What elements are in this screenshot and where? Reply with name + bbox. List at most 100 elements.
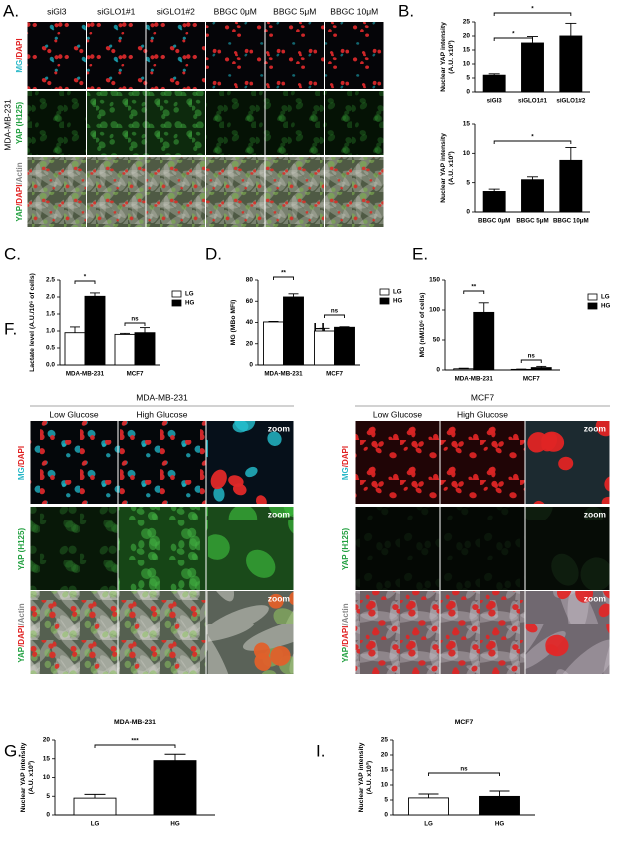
- panel-title: MDA-MB-231: [136, 392, 188, 402]
- y-tick-label: 80: [246, 277, 254, 284]
- bar: [479, 795, 520, 816]
- x-tick-label: MCF7: [523, 376, 540, 383]
- row-label: MG/DAPI: [17, 446, 26, 480]
- bar: [453, 368, 475, 371]
- significance-label: **: [471, 284, 476, 291]
- x-tick-label: MCF7: [326, 371, 343, 378]
- y-axis-label: Lactate level (A.U./10⁶ of cells): [29, 273, 36, 372]
- micrograph: [27, 157, 86, 227]
- y-tick-label: 10: [463, 150, 471, 157]
- y-tick-label: 20: [381, 752, 389, 759]
- column-label: High Glucose: [136, 409, 187, 419]
- row-label-part: /Actin: [17, 603, 26, 625]
- row-label: YAP/DAPI/Actin: [341, 603, 350, 662]
- legend-swatch: [379, 288, 390, 296]
- micrograph: [265, 91, 324, 155]
- row-label-part: /DAPI: [15, 38, 24, 59]
- legend-label: LG: [393, 289, 402, 296]
- significance-bracket: [324, 314, 345, 318]
- x-tick-label: siGLO1#1: [518, 98, 547, 105]
- significance-label: ns: [528, 353, 536, 360]
- x-tick-label: MDA-MB-231: [455, 376, 494, 383]
- y-tick-label: 0.0: [46, 362, 55, 369]
- x-tick-label: HG: [495, 821, 504, 828]
- y-tick-label: 10: [43, 774, 51, 781]
- legend-swatch: [171, 299, 182, 307]
- y-tick-label: 15: [463, 121, 471, 128]
- significance-bracket: [94, 744, 176, 748]
- legend-label: HG: [393, 298, 402, 305]
- bar: [73, 797, 117, 816]
- y-tick-label: 0: [46, 812, 50, 819]
- legend-label: LG: [185, 291, 194, 298]
- row-label-part: YAP: [15, 205, 24, 221]
- column-label: Low Glucose: [373, 409, 422, 419]
- significance-bracket: [493, 12, 572, 16]
- row-label-part: MG: [341, 467, 350, 480]
- x-tick-label: LG: [91, 821, 100, 828]
- micrograph: [27, 91, 86, 155]
- panel-letter: I.: [316, 741, 325, 760]
- row-label-part: YAP (H125): [341, 528, 350, 571]
- micrograph: [265, 157, 324, 227]
- bar: [314, 330, 335, 366]
- y-tick-label: 0: [466, 209, 470, 216]
- y-tick-label: 25: [381, 737, 389, 744]
- x-tick-label: HG: [170, 821, 179, 828]
- bar: [134, 332, 156, 366]
- row-label-part: /DAPI: [17, 446, 26, 467]
- y-tick-label: 60: [246, 298, 254, 305]
- y-tick-label: 0: [249, 362, 253, 369]
- y-tick-label: 1.5: [46, 311, 55, 318]
- row-label: YAP/DAPI/Actin: [15, 162, 24, 221]
- panel-letter: B.: [398, 1, 414, 20]
- row-label-part: MG: [17, 467, 26, 480]
- x-tick-label: BBGC 0μM: [478, 218, 510, 225]
- y-axis-label: Nuclear YAP intensity: [440, 133, 447, 203]
- significance-bracket: [493, 140, 572, 144]
- row-label-part: YAP (H125): [17, 528, 26, 571]
- micrograph: [206, 157, 265, 227]
- significance-label: *: [531, 134, 534, 141]
- panel-letter: A.: [3, 1, 19, 20]
- micrograph: [440, 421, 525, 504]
- y-tick-label: 15: [43, 755, 51, 762]
- column-label: siGl3: [47, 6, 67, 16]
- column-label: siGLO1#1: [97, 6, 136, 16]
- legend-swatch: [171, 290, 182, 298]
- y-tick-label: 0: [384, 812, 388, 819]
- significance-label: ns: [131, 316, 139, 323]
- micrograph: [440, 591, 525, 674]
- micrograph: [30, 507, 118, 590]
- y-tick-label: 15: [381, 767, 389, 774]
- y-tick-label: 20: [43, 737, 51, 744]
- zoom-label: zoom: [584, 423, 607, 433]
- bar: [559, 35, 583, 93]
- row-label: YAP (H125): [17, 528, 26, 571]
- bar: [559, 159, 583, 213]
- significance-bracket: [463, 290, 485, 294]
- bar: [283, 296, 304, 366]
- row-label-part: YAP: [341, 646, 350, 662]
- y-tick-label: 25: [463, 19, 471, 26]
- y-tick-label: 50: [433, 337, 441, 344]
- row-label: YAP/DAPI/Actin: [17, 603, 26, 662]
- row-label: MG/DAPI: [341, 446, 350, 480]
- row-label-part: YAP: [17, 646, 26, 662]
- column-label: High Glucose: [457, 409, 508, 419]
- y-tick-label: 0: [466, 89, 470, 96]
- x-tick-label: BBGC 5μM: [516, 218, 548, 225]
- column-label: BBGC 5μM: [273, 6, 316, 16]
- row-label: YAP (H125): [341, 528, 350, 571]
- micrograph: [30, 421, 118, 504]
- chart-title: MCF7: [455, 719, 474, 726]
- row-label: YAP (H125): [15, 102, 24, 145]
- significance-label: **: [281, 270, 286, 277]
- legend-swatch: [379, 297, 390, 305]
- micrograph: [87, 22, 146, 89]
- y-axis-label: (A.U. x10³): [448, 151, 455, 185]
- y-tick-label: 40: [246, 319, 254, 326]
- bar: [84, 295, 106, 366]
- micrograph: [265, 22, 324, 89]
- y-axis-label: Nuclear YAP intensity: [358, 742, 365, 812]
